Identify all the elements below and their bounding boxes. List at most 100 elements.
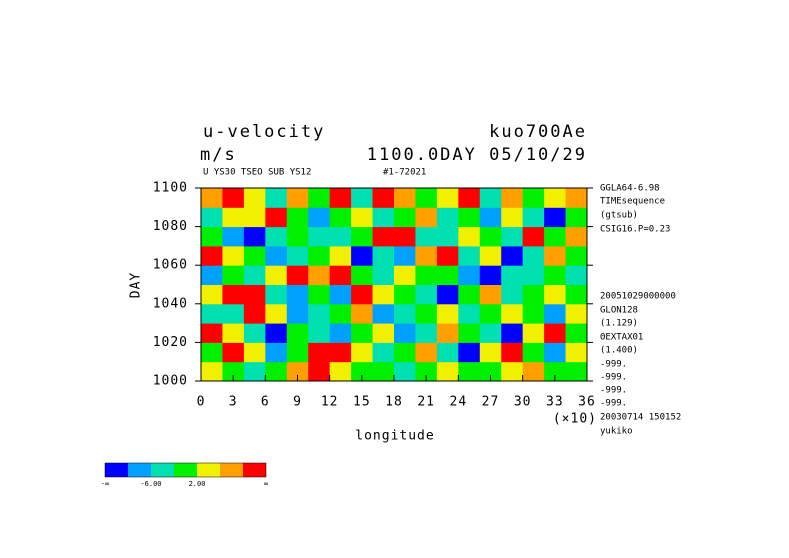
time-label: 1100.0DAY 05/10/29 bbox=[367, 145, 587, 165]
y-tick-label: 1080 bbox=[153, 219, 188, 234]
field-cell bbox=[329, 188, 352, 208]
field-cell bbox=[222, 226, 245, 247]
field-cell bbox=[222, 342, 245, 363]
side-note: TIMEsequence bbox=[600, 197, 665, 207]
field-cell bbox=[372, 226, 395, 247]
field-cell bbox=[394, 188, 416, 208]
colorbar-frame bbox=[104, 462, 267, 478]
field-cell bbox=[501, 226, 524, 247]
field-cell bbox=[501, 323, 524, 343]
field-cell bbox=[243, 323, 266, 343]
field-cell bbox=[351, 361, 374, 382]
side-note: (1.129) bbox=[600, 319, 638, 329]
field-cell bbox=[544, 207, 567, 228]
side-note: (1.400) bbox=[600, 346, 638, 356]
field-cell bbox=[565, 207, 588, 228]
field-cell bbox=[394, 323, 416, 343]
field-cell bbox=[544, 303, 567, 324]
field-cell bbox=[415, 342, 438, 363]
field-cell bbox=[222, 361, 245, 382]
field-cell bbox=[458, 361, 481, 382]
field-cell bbox=[522, 245, 545, 266]
chart-subtitle: m/s bbox=[200, 145, 237, 165]
field-cell bbox=[286, 207, 309, 228]
field-cell bbox=[372, 284, 395, 305]
field-cell bbox=[222, 303, 245, 324]
field-cell bbox=[265, 226, 288, 247]
field-cell bbox=[201, 207, 223, 228]
field-cell bbox=[222, 323, 245, 343]
field-cell bbox=[436, 342, 459, 363]
x-tick-label: 12 bbox=[321, 395, 339, 410]
side-note: -999. bbox=[600, 360, 627, 370]
field-cell bbox=[201, 226, 223, 247]
field-cell bbox=[544, 284, 567, 305]
field-cell bbox=[243, 226, 266, 247]
field-cell bbox=[372, 207, 395, 228]
field-cell bbox=[201, 323, 223, 343]
field-cell bbox=[415, 361, 438, 382]
colorbar-box bbox=[197, 463, 220, 477]
field-cell bbox=[394, 342, 416, 363]
field-cell bbox=[544, 265, 567, 285]
colorbar-box bbox=[105, 463, 128, 477]
x-tick-label: 33 bbox=[546, 395, 564, 410]
field-cell bbox=[243, 265, 266, 285]
field-cell bbox=[201, 361, 223, 382]
variable-note: U YS30 TSEO SUB YS12 bbox=[203, 168, 311, 178]
y-tick-label: 1100 bbox=[153, 181, 188, 196]
field-cell bbox=[415, 323, 438, 343]
field-cell bbox=[415, 207, 438, 228]
field-cell bbox=[372, 361, 395, 382]
field-cell bbox=[286, 323, 309, 343]
field-cell bbox=[201, 284, 223, 305]
colorbar-label: -∞ bbox=[101, 480, 109, 488]
field-cell bbox=[394, 303, 416, 324]
field-cell bbox=[372, 323, 395, 343]
field-cell bbox=[351, 284, 374, 305]
side-note: 20051029000000 bbox=[600, 292, 676, 302]
field-cell bbox=[308, 323, 331, 343]
field-cell bbox=[286, 226, 309, 247]
field-cell bbox=[351, 245, 374, 266]
field-cell bbox=[436, 303, 459, 324]
field-cell bbox=[308, 303, 331, 324]
range-note: #1-72021 bbox=[383, 168, 426, 178]
field-cell bbox=[501, 245, 524, 266]
field-cell bbox=[265, 284, 288, 305]
x-tick-label: 24 bbox=[450, 395, 468, 410]
x-tick-label: 27 bbox=[482, 395, 500, 410]
x-axis-label: longitude bbox=[355, 429, 434, 444]
field-cell bbox=[458, 226, 481, 247]
x-tick-label: 36 bbox=[578, 395, 596, 410]
field-cell bbox=[265, 265, 288, 285]
side-note: -999. bbox=[600, 399, 627, 409]
colorbar-box bbox=[151, 463, 174, 477]
field-cell bbox=[372, 188, 395, 208]
x-tick-label: 15 bbox=[353, 395, 371, 410]
field-cell bbox=[458, 303, 481, 324]
field-cell bbox=[565, 284, 588, 305]
field-cell bbox=[501, 188, 524, 208]
colorbar-label: -6.00 bbox=[140, 480, 161, 488]
run-name: kuo700Ae bbox=[489, 122, 587, 142]
field-cell bbox=[501, 265, 524, 285]
colorbar-box bbox=[243, 463, 266, 477]
field-cell bbox=[265, 342, 288, 363]
field-cell bbox=[265, 303, 288, 324]
field-cell bbox=[501, 361, 524, 382]
field-cell bbox=[243, 342, 266, 363]
colorbar-box bbox=[174, 463, 197, 477]
field-cell bbox=[329, 361, 352, 382]
field-cell bbox=[329, 342, 352, 363]
field-cell bbox=[243, 245, 266, 266]
field-cell bbox=[372, 303, 395, 324]
field-cell bbox=[522, 188, 545, 208]
field-cell bbox=[308, 226, 331, 247]
side-note: CSIG16.P=0.23 bbox=[600, 225, 670, 235]
field-cell bbox=[565, 226, 588, 247]
y-axis-label: DAY bbox=[129, 272, 144, 298]
field-cell bbox=[522, 265, 545, 285]
field-cell bbox=[458, 342, 481, 363]
